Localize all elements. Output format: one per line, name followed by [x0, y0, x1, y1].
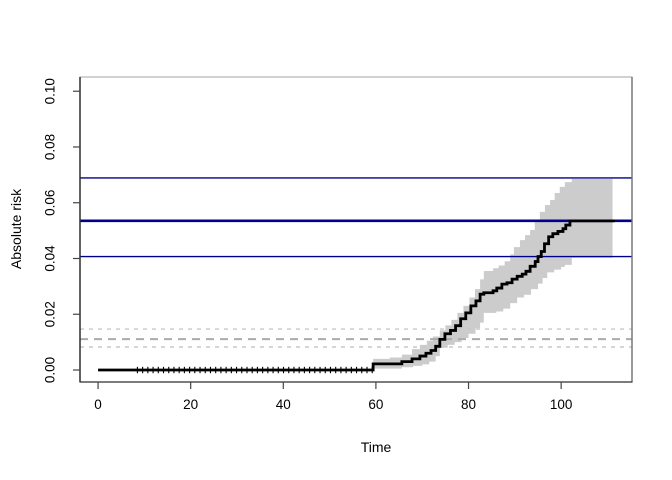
x-axis-title: Time [360, 439, 392, 455]
x-tick-label: 80 [461, 397, 476, 412]
risk-curve [98, 219, 615, 372]
confidence-band [373, 179, 613, 369]
y-tick-label: 0.00 [43, 357, 58, 383]
x-axis-title-wrap: Time [0, 439, 672, 455]
y-tick-label: 0.08 [43, 134, 58, 160]
x-tick-label: 40 [276, 397, 291, 412]
x-tick-label: 100 [550, 397, 573, 412]
y-tick-label: 0.02 [43, 301, 58, 327]
y-tick-label: 0.06 [43, 190, 58, 216]
y-axis-title: Absolute risk [8, 188, 24, 270]
y-tick-label: 0.10 [43, 78, 58, 104]
x-tick-label: 0 [94, 397, 102, 412]
y-tick-label: 0.04 [43, 245, 58, 272]
x-tick-label: 60 [368, 397, 383, 412]
x-tick-label: 20 [183, 397, 198, 412]
